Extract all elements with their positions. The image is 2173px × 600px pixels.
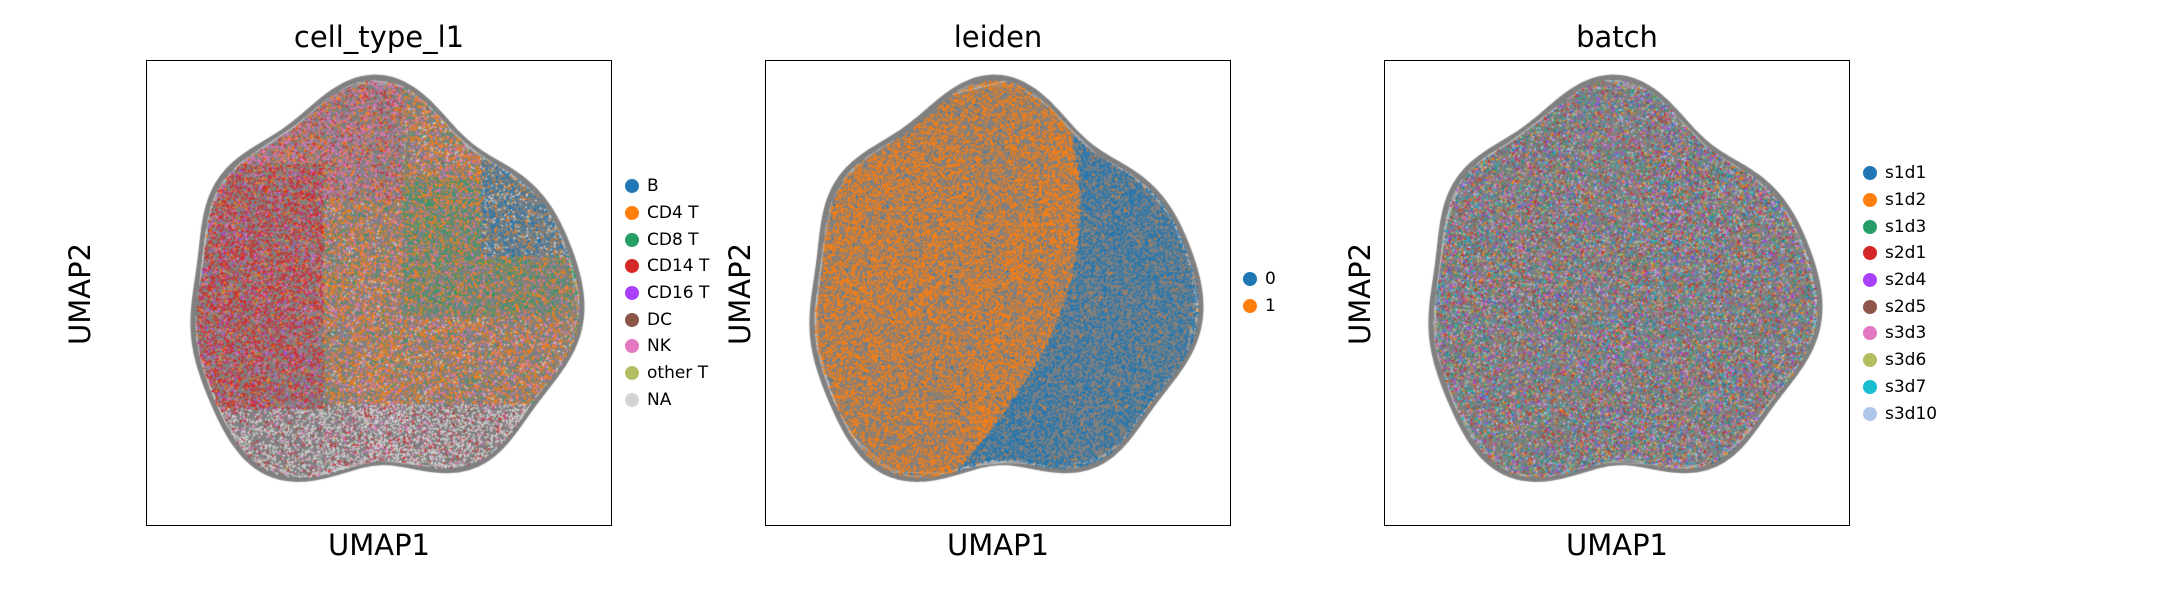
legend-item: DC	[625, 306, 709, 333]
legend-label: s3d7	[1885, 376, 1927, 397]
legend-marker	[625, 339, 639, 354]
legend-marker	[625, 286, 639, 301]
legend-label: s1d3	[1885, 216, 1927, 237]
legend-item: 1	[1243, 293, 1276, 320]
legend-label: 0	[1265, 269, 1276, 290]
scatter-points	[766, 61, 1229, 524]
legend-item: s3d10	[1863, 400, 1937, 427]
legend-label: 1	[1265, 296, 1276, 317]
panel-batch: batch UMAP2 UMAP1 s1d1 s1d2 s1d3 s2d1 s2d4 s2…	[0, 0, 1937, 600]
legend-marker	[1243, 299, 1257, 314]
legend-marker	[1863, 273, 1877, 288]
legend-item: CD4 T	[625, 200, 709, 227]
legend-item: CD16 T	[625, 280, 709, 307]
plot-area	[1384, 60, 1850, 526]
legend-marker	[625, 392, 639, 407]
legend-label: s2d4	[1885, 270, 1927, 291]
legend-item: s3d6	[1863, 347, 1937, 374]
legend-item: NK	[625, 333, 709, 360]
legend-label: B	[647, 176, 659, 197]
legend-marker	[1863, 193, 1877, 208]
y-axis-label: UMAP2	[723, 242, 757, 345]
legend-item: B	[625, 173, 709, 200]
chart-title: batch	[1576, 20, 1658, 54]
legend-item: CD14 T	[625, 253, 709, 280]
legend-label: CD4 T	[647, 203, 699, 224]
x-axis-label: UMAP1	[946, 528, 1050, 562]
legend-marker	[1863, 166, 1877, 181]
legend-item: s2d4	[1863, 267, 1937, 294]
plot-area	[765, 60, 1231, 526]
legend: s1d1 s1d2 s1d3 s2d1 s2d4 s2d5 s3d3 s3d6 s3d7 s3d1…	[1863, 160, 1937, 427]
legend-item: s2d1	[1863, 240, 1937, 267]
legend-marker	[1243, 272, 1257, 287]
legend-label: CD14 T	[647, 256, 710, 277]
legend-label: NA	[647, 389, 672, 410]
legend-item: s1d3	[1863, 213, 1937, 240]
legend-label: CD8 T	[647, 229, 699, 250]
panel-cell-type: cell_type_l1 UMAP2 UMAP1 B CD4 T CD8 T CD14…	[0, 0, 709, 600]
chart-title: cell_type_l1	[293, 20, 465, 54]
legend-label: s3d6	[1885, 350, 1927, 371]
legend-marker	[1863, 299, 1877, 314]
legend-marker	[625, 259, 639, 274]
scatter-points	[147, 61, 610, 524]
legend-marker	[1863, 406, 1877, 421]
legend-marker	[1863, 246, 1877, 261]
y-axis-label: UMAP2	[1343, 242, 1377, 345]
legend-marker	[1863, 353, 1877, 368]
legend-label: other T	[647, 363, 709, 384]
legend-label: s2d1	[1885, 243, 1927, 264]
legend-label: s2d5	[1885, 296, 1927, 317]
legend-marker	[625, 232, 639, 247]
legend-item: s3d3	[1863, 320, 1937, 347]
plot-area	[146, 60, 612, 526]
legend-item: 0	[1243, 266, 1276, 293]
legend-marker	[625, 179, 639, 194]
x-axis-label: UMAP1	[327, 528, 431, 562]
chart-title: leiden	[953, 20, 1043, 54]
legend-label: s3d10	[1885, 403, 1938, 424]
legend-marker	[1863, 326, 1877, 341]
legend-label: s3d3	[1885, 323, 1927, 344]
scatter-points	[1385, 61, 1848, 524]
legend-label: s1d2	[1885, 190, 1927, 211]
legend-marker	[625, 206, 639, 221]
legend-item: s3d7	[1863, 374, 1937, 401]
legend-item: s1d2	[1863, 187, 1937, 214]
legend-marker	[625, 366, 639, 381]
legend-item: s2d5	[1863, 293, 1937, 320]
legend-item: s1d1	[1863, 160, 1937, 187]
legend-item: other T	[625, 360, 709, 387]
legend-marker	[625, 312, 639, 327]
legend-label: DC	[647, 309, 672, 330]
x-axis-label: UMAP1	[1565, 528, 1669, 562]
legend: B CD4 T CD8 T CD14 T CD16 T DC NK other T NA	[625, 173, 709, 413]
legend-item: CD8 T	[625, 226, 709, 253]
legend-marker	[1863, 219, 1877, 234]
legend-label: CD16 T	[647, 283, 710, 304]
legend-item: NA	[625, 387, 709, 414]
legend-label: NK	[647, 336, 671, 357]
legend-marker	[1863, 379, 1877, 394]
legend-label: s1d1	[1885, 163, 1927, 184]
